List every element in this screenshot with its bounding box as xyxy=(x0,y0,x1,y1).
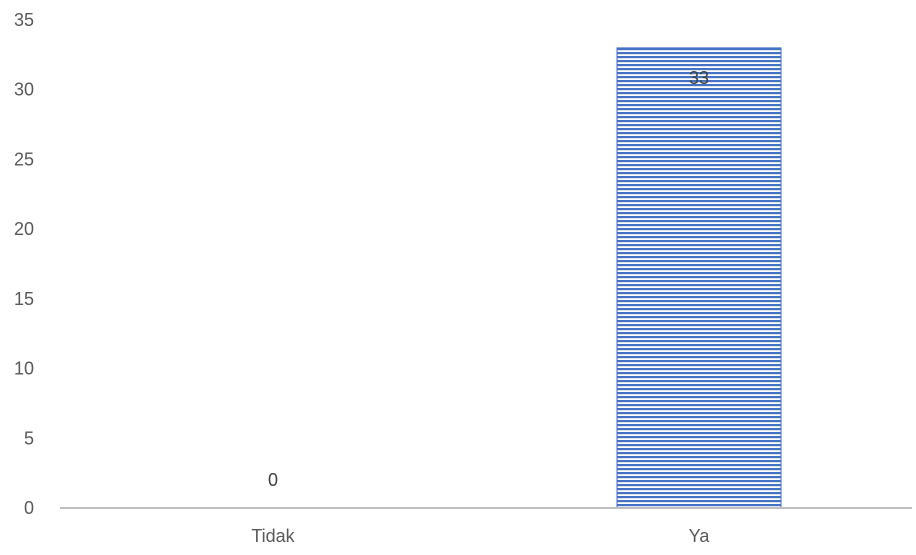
y-tick-label: 5 xyxy=(24,428,34,448)
y-tick-label: 0 xyxy=(24,498,34,518)
y-tick-label: 20 xyxy=(14,219,34,239)
x-tick-label-ya: Ya xyxy=(689,526,711,546)
x-axis: Tidak Ya xyxy=(251,526,710,546)
y-tick-label: 10 xyxy=(14,359,34,379)
y-tick-label: 25 xyxy=(14,149,34,169)
data-labels-group: 0 33 xyxy=(268,68,709,490)
bars-group xyxy=(616,47,782,509)
x-tick-label-tidak: Tidak xyxy=(251,526,295,546)
y-axis: 0 5 10 15 20 25 30 35 xyxy=(14,10,34,518)
data-label-tidak: 0 xyxy=(268,470,278,490)
y-tick-label: 30 xyxy=(14,80,34,100)
y-tick-label: 35 xyxy=(14,10,34,30)
data-label-ya: 33 xyxy=(689,68,709,88)
bar-ya xyxy=(616,47,782,509)
y-tick-label: 15 xyxy=(14,289,34,309)
